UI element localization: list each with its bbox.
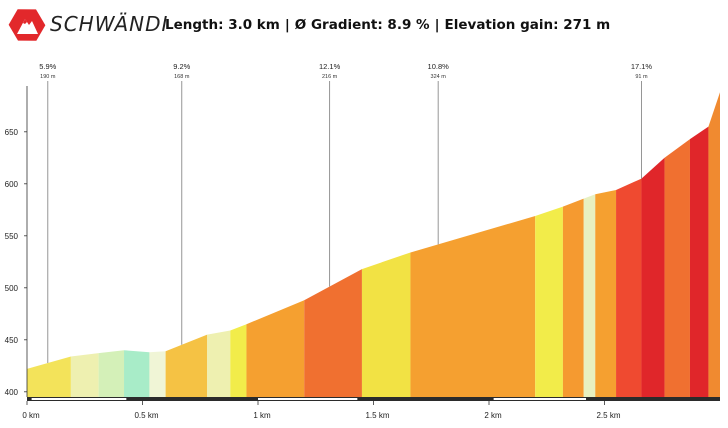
annotation-gradient-4: 10.8%	[428, 62, 450, 71]
gradient-segment-3	[98, 350, 125, 397]
brand-title: SCHWÄNDI	[50, 12, 169, 36]
x-tick-label-2: 1 km	[253, 411, 271, 420]
gradient-segment-1	[27, 356, 71, 397]
length-stat: Length: 3.0 km	[165, 17, 280, 33]
gradient-segment-16	[595, 190, 617, 397]
gradient-segment-9	[246, 300, 305, 397]
y-tick-label-400: 400	[5, 388, 19, 397]
gradient-segment-13	[535, 206, 563, 397]
x-tick-label-4: 2 km	[484, 411, 502, 420]
km-band-2	[258, 398, 358, 400]
gradient-segment-4	[124, 350, 150, 397]
gradient-segment-8	[230, 324, 247, 397]
elevation-profile-chart: 5.9% 190 m 9.2% 168 m 12.1% 216 m 10.8% 324 m 17…	[5, 62, 720, 420]
gradient-segments	[27, 92, 720, 397]
gradient-segment-10	[304, 269, 362, 397]
gradient-segment-7	[207, 330, 231, 397]
annotation-gradient-3: 12.1%	[319, 62, 341, 71]
x-tick-label-3: 1.5 km	[365, 411, 389, 420]
x-tick-label-1: 0.5 km	[134, 411, 158, 420]
annotation-length-1: 190 m	[40, 74, 56, 80]
header: SCHWÄNDI Length: 3.0 km | Ø Gradient: 8.9 …	[0, 0, 728, 52]
x-tick-label-0: 0 km	[22, 411, 40, 420]
annotation-gradient-2: 9.2%	[173, 62, 190, 71]
km-band-3	[493, 398, 587, 400]
annotation-gradient-5: 17.1%	[631, 62, 653, 71]
chart-axes: 400 450 500 550 600 650 0 km 0.5 km 1 km 1.5 km 2 …	[5, 86, 720, 420]
gradient-segment-18	[641, 157, 665, 397]
gradient-segment-20	[689, 126, 709, 397]
gradient-segment-5	[149, 351, 166, 397]
annotation-gradient-1: 5.9%	[39, 62, 56, 71]
distance-bar	[27, 397, 720, 401]
annotation-length-5: 91 m	[635, 74, 648, 80]
gradient-stat: Ø Gradient: 8.9 %	[294, 17, 430, 33]
separator: |	[434, 17, 440, 33]
x-tick-label-5: 2.5 km	[596, 411, 620, 420]
gradient-segment-11	[361, 252, 411, 397]
y-tick-label-450: 450	[5, 336, 19, 345]
gradient-annotations: 5.9% 190 m 9.2% 168 m 12.1% 216 m 10.8% 324 m 17…	[39, 62, 653, 364]
gradient-segment-6	[165, 334, 208, 397]
gradient-segment-21	[708, 92, 720, 397]
annotation-length-4: 324 m	[431, 74, 447, 80]
gradient-segment-19	[664, 139, 690, 397]
route-stats: Length: 3.0 km | Ø Gradient: 8.9 % | Elevati…	[165, 17, 610, 33]
elevation-gain-stat: Elevation gain: 271 m	[444, 17, 611, 33]
gradient-segment-17	[616, 178, 642, 397]
mountain-logo-icon	[8, 9, 46, 41]
y-tick-label-550: 550	[5, 232, 19, 241]
y-tick-label-650: 650	[5, 128, 19, 137]
annotation-length-2: 168 m	[174, 74, 190, 80]
y-tick-label-500: 500	[5, 284, 19, 293]
gradient-segment-15	[583, 194, 596, 397]
gradient-segment-12	[410, 216, 536, 397]
separator: |	[284, 17, 290, 33]
gradient-segment-2	[70, 353, 99, 397]
annotation-length-3: 216 m	[322, 74, 338, 80]
gradient-segment-14	[562, 198, 584, 397]
km-band-1	[31, 398, 127, 400]
y-tick-label-600: 600	[5, 180, 19, 189]
